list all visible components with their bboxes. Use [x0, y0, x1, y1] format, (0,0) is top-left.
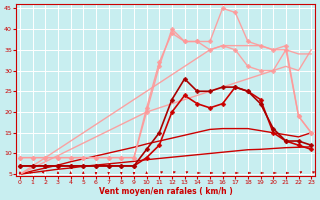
X-axis label: Vent moyen/en rafales ( km/h ): Vent moyen/en rafales ( km/h )	[99, 187, 232, 196]
